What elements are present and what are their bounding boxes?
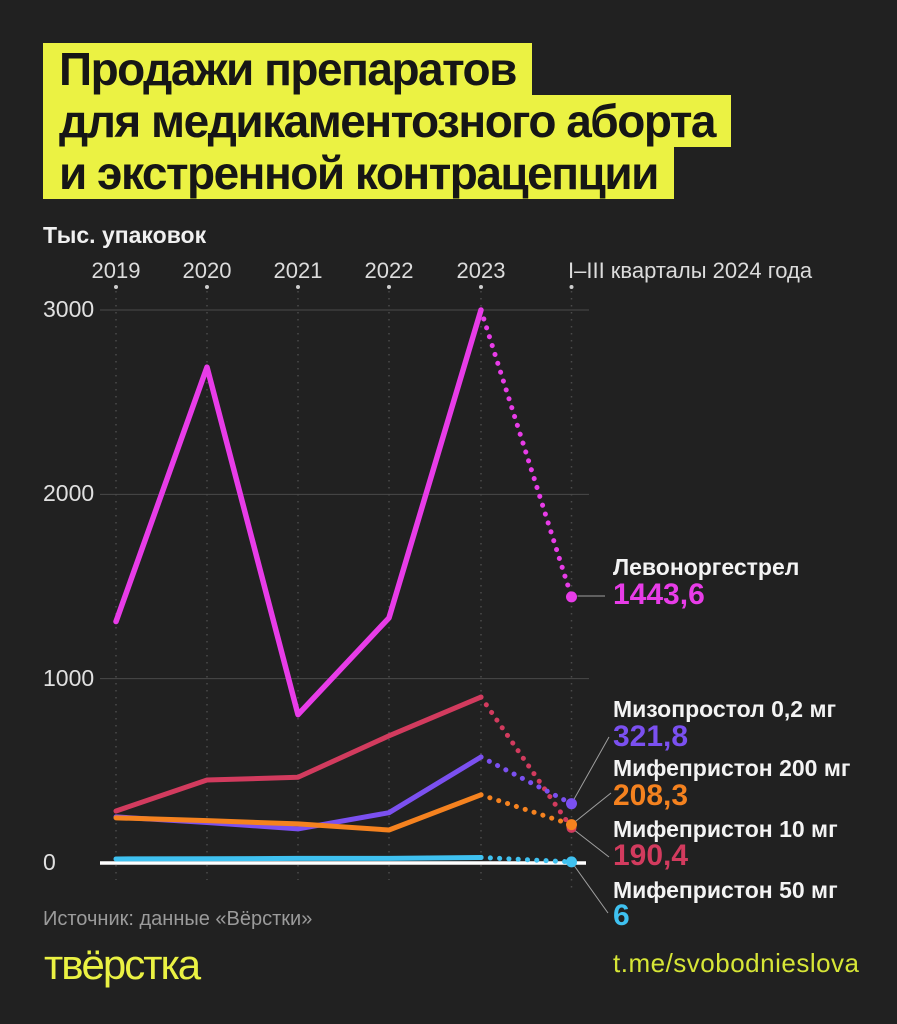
series-label-levonorgestrel: Левоноргестрел [613,554,800,580]
y-axis-units-label: Тыс. упаковок [43,222,207,248]
x-axis-label-2023: 2023 [456,258,506,283]
series-dotted-forecast-mifepriston-200 [478,792,574,828]
telegram-link[interactable]: t.me/svobodnieslova [613,948,860,978]
series-dotted-forecast-mizoprostol-0-2 [478,754,574,807]
series-line-mifepriston-200 [113,792,484,833]
y-axis-label-2000: 2000 [43,480,95,507]
source-note: Источник: данные «Вёрстки» [43,908,313,930]
label-connector-mifepriston-10 [571,827,610,858]
x-tick-dot-2021 [296,285,300,289]
series-value-levonorgestrel: 1443,6 [613,578,705,611]
y-axis-label-1000: 1000 [43,664,95,691]
y-axis-label-0: 0 [43,849,56,875]
x-axis-label-2022: 2022 [364,258,414,283]
series-line-mifepriston-10 [113,694,484,814]
label-connector-mizoprostol-0-2 [571,736,610,804]
x-tick-dot-I–III кварталы 2024 года [569,285,574,289]
x-axis-label-2020: 2020 [182,258,232,283]
series-value-mifepriston-50: 6 [613,899,630,932]
y-axis-label-3000: 3000 [43,296,95,322]
endpoint-dot-mizoprostol-0-2 [566,798,577,810]
series-line-mifepriston-50 [113,854,484,862]
series-dotted-forecast-mifepriston-10 [478,694,574,831]
verstka-logo: твёрстка [44,941,201,988]
label-connector-mifepriston-200 [571,792,612,825]
label-connector-mifepriston-50 [571,861,609,914]
page-title-line-3: и экстренной контрацепции [43,147,674,199]
endpoint-dot-levonorgestrel [566,591,577,603]
series-label-mifepriston-10: Мифепристон 10 мг [613,816,838,842]
x-tick-dot-2023 [479,285,483,289]
series-value-mifepriston-200: 208,3 [613,779,689,812]
page-title-line-1: Продажи препаратов [43,43,532,95]
endpoint-dot-mifepriston-200 [566,819,577,831]
x-axis-label-2021: 2021 [273,258,323,283]
series-label-mifepriston-50: Мифепристон 50 мг [613,877,838,903]
x-tick-dot-2020 [205,285,209,289]
series-line-levonorgestrel [113,307,484,718]
x-axis-label-2024: I–III кварталы 2024 года [568,258,813,283]
x-tick-dot-2022 [387,285,391,289]
series-dotted-forecast-mifepriston-50 [478,854,574,865]
endpoint-dot-mifepriston-50 [566,856,577,868]
series-value-mizoprostol-0-2: 321,8 [613,720,689,753]
page-title-line-2: для медикаментозного аборта [43,95,731,147]
series-dotted-forecast-levonorgestrel [478,307,574,600]
title-block: Продажи препаратов для медикаментозного … [43,43,731,199]
x-axis-label-2019: 2019 [91,258,141,283]
series-label-mifepriston-200: Мифепристон 200 мг [613,755,851,781]
series-value-mifepriston-10: 190,4 [613,839,689,872]
x-tick-dot-2019 [114,285,118,289]
series-label-mizoprostol-0-2: Мизопростол 0,2 мг [613,696,837,722]
